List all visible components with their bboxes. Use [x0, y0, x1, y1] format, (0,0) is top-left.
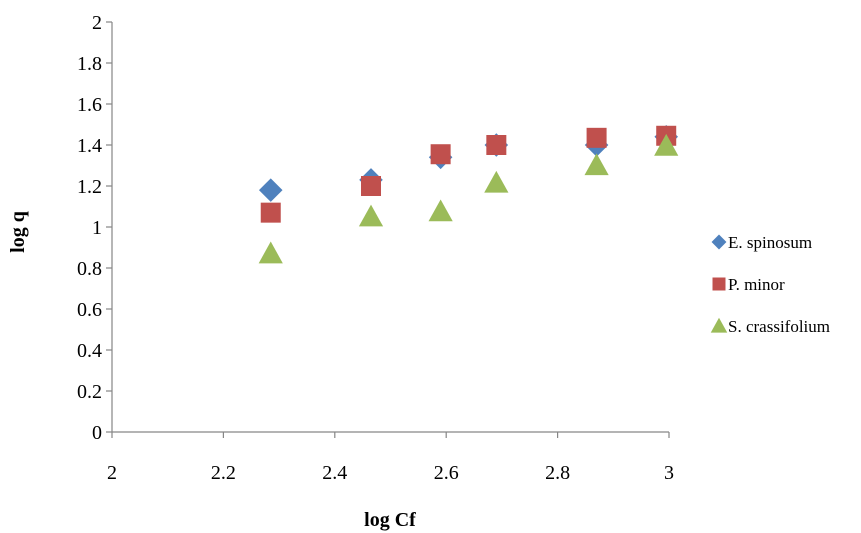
y-tick-label: 0.8 [77, 258, 102, 280]
y-axis-ticks: 0 0.2 0.4 0.6 0.8 1 1.2 1.4 1.6 1.8 2 [77, 12, 112, 444]
legend-label: P. minor [728, 275, 785, 294]
legend-item: S. crassifolium [710, 317, 830, 336]
x-tick-label: 3 [664, 462, 674, 484]
y-tick-label: 1.4 [77, 135, 102, 157]
y-tick-label: 2 [92, 12, 102, 34]
series-square [260, 125, 677, 223]
data-point [258, 178, 283, 202]
data-series [258, 125, 679, 264]
x-tick-label: 2 [107, 462, 117, 484]
y-tick-label: 1 [92, 217, 102, 239]
data-point [428, 199, 453, 222]
legend: E. spinosum P. minor S. crassifolium [710, 233, 830, 336]
plot-area: 0 0.2 0.4 0.6 0.8 1 1.2 1.4 1.6 1.8 2 2 2.2 2.4 2.6 2.… [77, 12, 679, 484]
data-point [584, 153, 609, 176]
y-tick-label: 0.2 [77, 381, 102, 403]
x-tick-label: 2.4 [322, 462, 347, 484]
data-point [260, 202, 281, 223]
legend-label: S. crassifolium [728, 317, 830, 336]
y-tick-label: 1.2 [77, 176, 102, 198]
data-point [654, 133, 679, 156]
legend-item: P. minor [712, 275, 785, 294]
legend-marker [712, 277, 726, 291]
x-tick-label: 2.2 [211, 462, 236, 484]
data-point [361, 176, 382, 196]
x-axis-ticks: 2 2.2 2.4 2.6 2.8 3 [107, 432, 674, 484]
legend-item: E. spinosum [711, 233, 812, 252]
y-tick-label: 0.6 [77, 299, 102, 321]
data-point [258, 241, 283, 264]
x-tick-label: 2.8 [545, 462, 570, 484]
data-point [486, 135, 507, 155]
y-tick-label: 0 [92, 422, 102, 444]
data-point [484, 170, 509, 193]
y-tick-label: 0.4 [77, 340, 102, 362]
x-tick-label: 2.6 [434, 462, 459, 484]
data-point [586, 127, 607, 148]
y-axis-title: log q [7, 211, 29, 253]
series-triangle [258, 133, 679, 264]
y-tick-label: 1.8 [77, 53, 102, 75]
data-point [430, 144, 451, 165]
legend-marker [710, 317, 728, 333]
data-point [358, 204, 384, 227]
legend-marker [711, 234, 727, 250]
series-diamond [258, 125, 678, 202]
legend-label: E. spinosum [728, 233, 812, 252]
y-tick-label: 1.6 [77, 94, 102, 116]
x-axis-title: log Cf [364, 509, 416, 531]
